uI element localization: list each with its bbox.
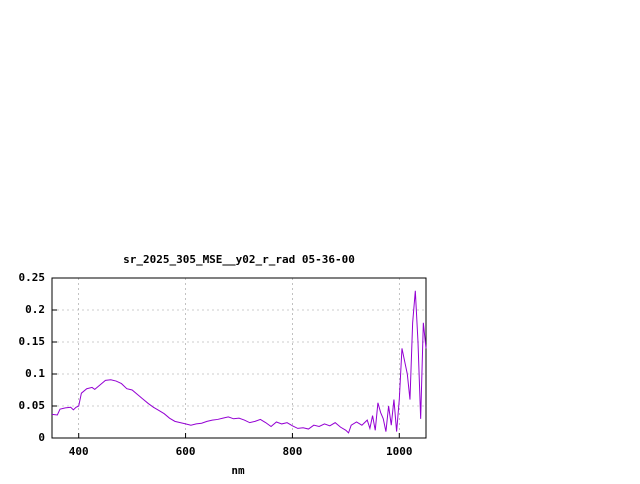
x-tick-label: 800 [282,445,302,458]
plot-frame [51,277,427,439]
y-tick-label: 0.2 [25,303,45,316]
y-tick-label: 0.25 [19,271,46,284]
x-tick-label: 1000 [386,445,413,458]
data-line [51,290,427,434]
x-tick-label: 600 [176,445,196,458]
x-axis-label: nm [231,464,245,477]
x-tick-label: 400 [69,445,89,458]
y-tick-label: 0.1 [25,367,45,380]
chart-title: sr_2025_305_MSE__y02_r_rad 05-36-00 [123,253,355,266]
y-tick-label: 0.05 [19,399,46,412]
y-tick-label: 0.15 [19,335,46,348]
y-tick-label: 0 [38,431,45,444]
